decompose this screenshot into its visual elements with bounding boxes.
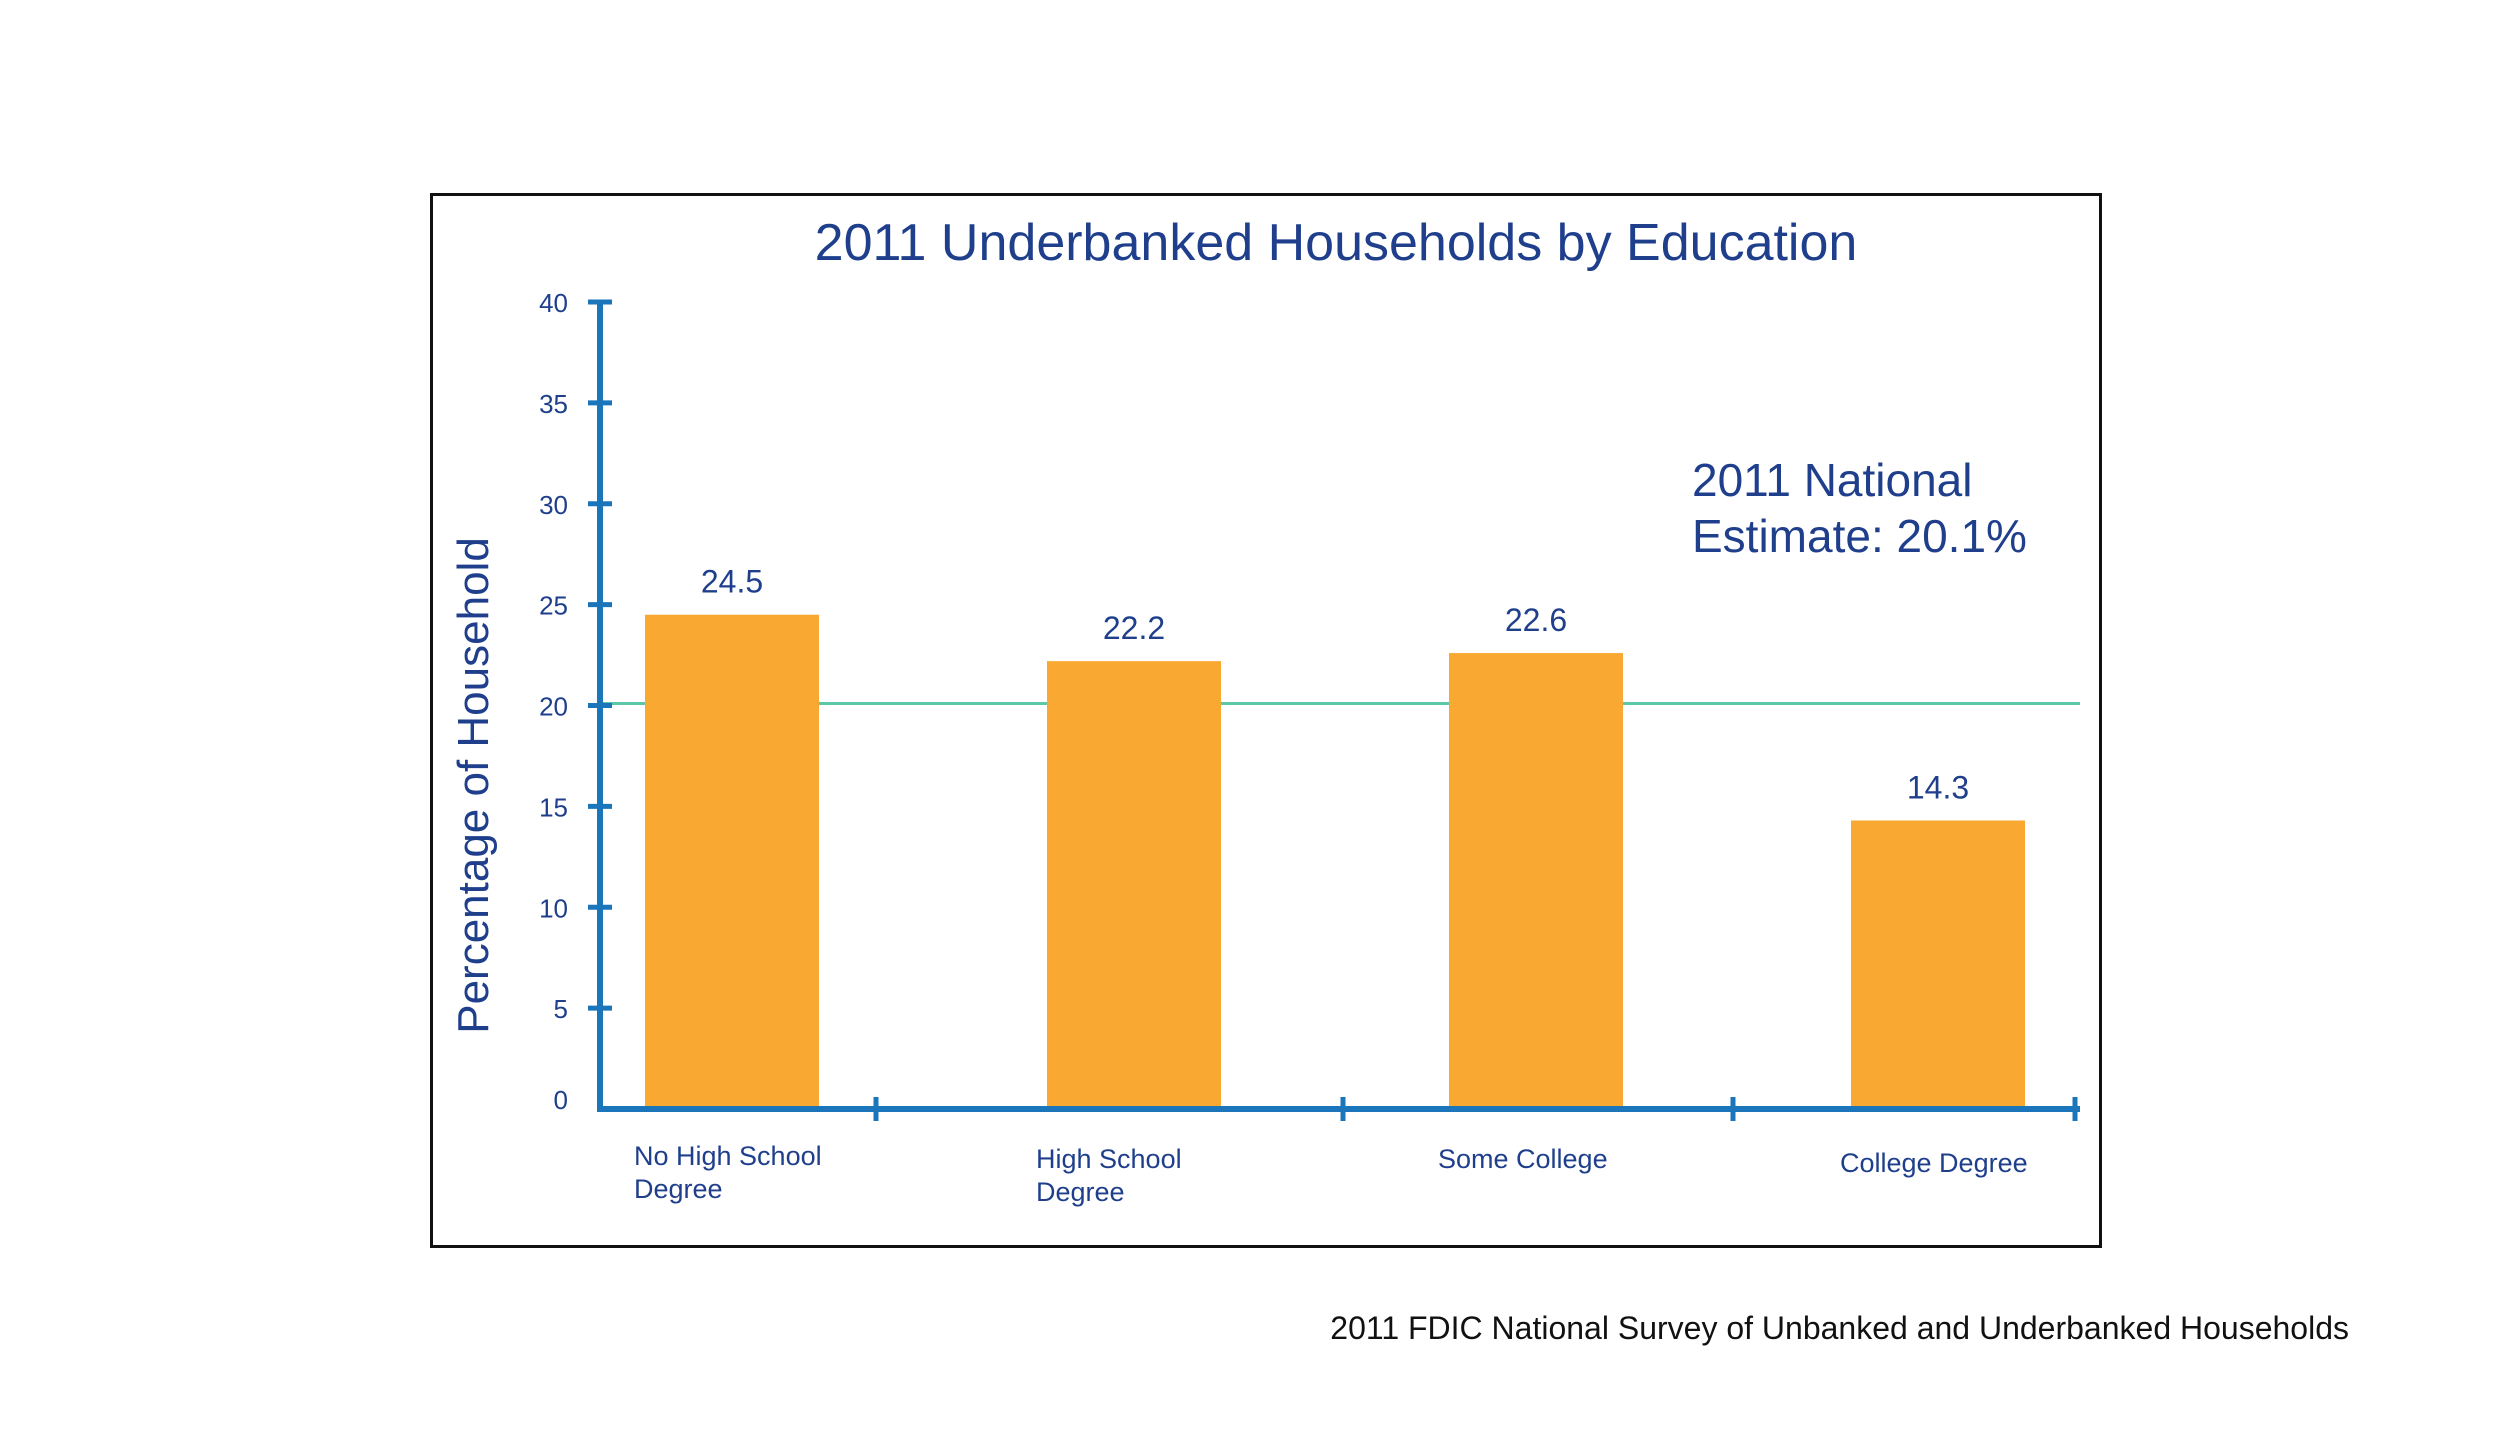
y-tick-label-35: 35 <box>539 389 568 419</box>
data-label-4: 14.3 <box>1907 769 1969 805</box>
y-tick-label-10: 10 <box>539 893 568 923</box>
x-category-label-2-line-2: Degree <box>1036 1177 1125 1207</box>
x-category-label-3: Some College <box>1438 1144 1608 1174</box>
y-tick-label-25: 25 <box>539 591 568 621</box>
bar-1 <box>645 614 819 1109</box>
x-category-label-4: College Degree <box>1840 1148 2028 1178</box>
y-tick-label-20: 20 <box>539 692 568 722</box>
bar-3 <box>1449 653 1623 1109</box>
data-label-1: 24.5 <box>701 564 763 600</box>
data-label-3: 22.6 <box>1505 602 1567 638</box>
reference-annotation-line-1: 2011 National <box>1692 454 1972 506</box>
bar-2 <box>1047 661 1221 1109</box>
chart-frame <box>430 193 2102 1248</box>
source-note: 2011 FDIC National Survey of Unbanked an… <box>1330 1310 2349 1346</box>
y-tick-label-30: 30 <box>539 490 568 520</box>
x-category-label-1-line-1: No High School <box>634 1141 822 1171</box>
y-tick-label-0: 0 <box>554 1085 568 1115</box>
x-category-label-1-line-2: Degree <box>634 1174 723 1204</box>
reference-annotation-line-2: Estimate: 20.1% <box>1692 510 2027 562</box>
y-tick-label-40: 40 <box>539 288 568 318</box>
data-label-2: 22.2 <box>1103 610 1165 646</box>
y-tick-label-5: 5 <box>554 994 568 1024</box>
y-tick-label-15: 15 <box>539 792 568 822</box>
chart-title: 2011 Underbanked Households by Education <box>815 214 1858 272</box>
y-axis-label: Percentage of Household <box>449 537 498 1034</box>
bar-4 <box>1851 820 2025 1109</box>
x-category-label-2-line-1: High School <box>1036 1144 1182 1174</box>
